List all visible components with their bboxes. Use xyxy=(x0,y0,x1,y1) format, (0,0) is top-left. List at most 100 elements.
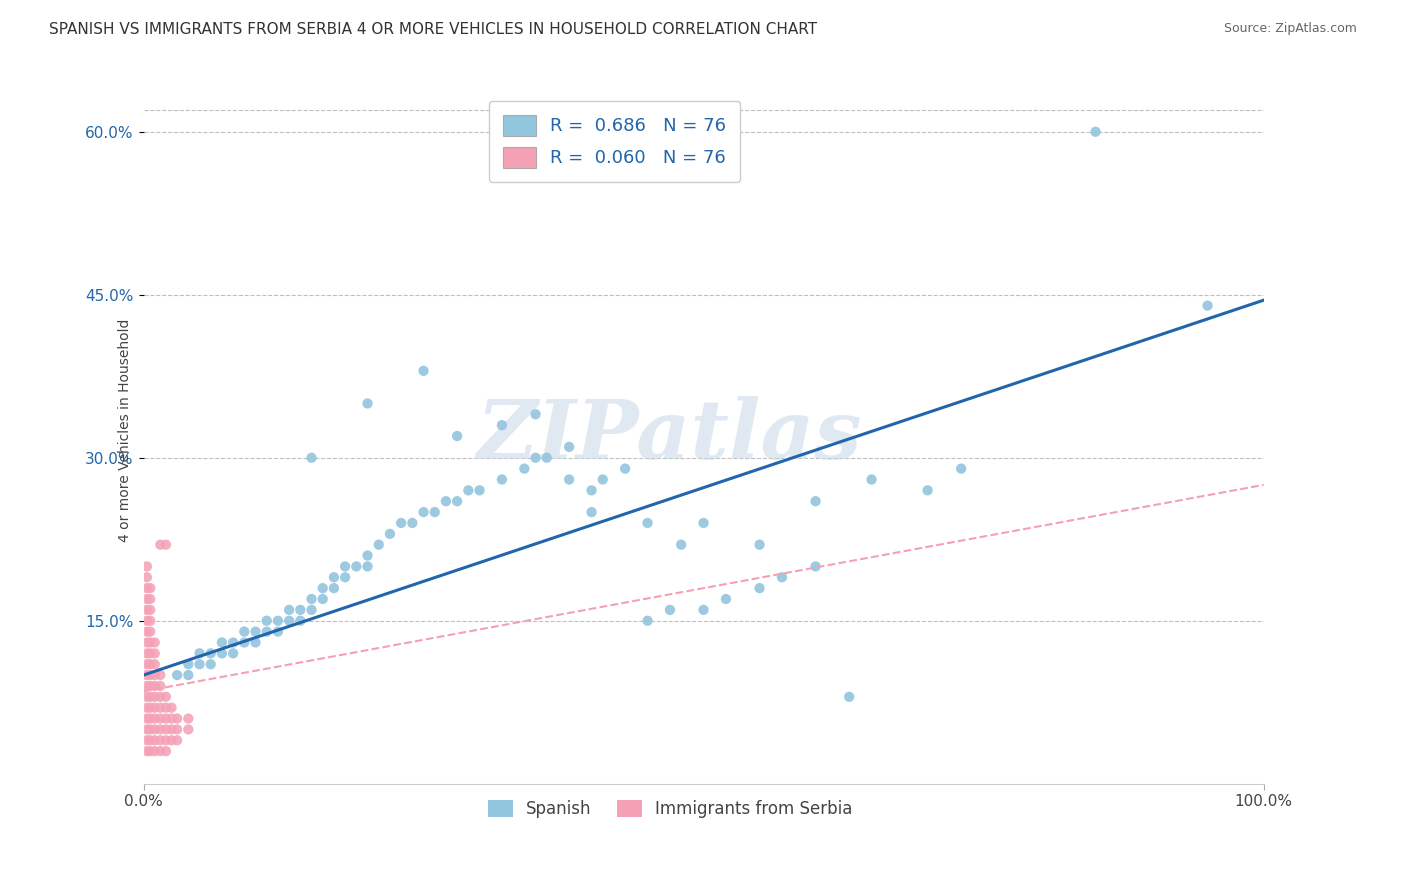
Point xyxy=(267,614,290,628)
Point xyxy=(160,723,183,737)
Point xyxy=(155,712,177,726)
Point xyxy=(135,679,157,693)
Point xyxy=(166,733,188,747)
Point xyxy=(200,657,222,672)
Point xyxy=(135,668,157,682)
Y-axis label: 4 or more Vehicles in Household: 4 or more Vehicles in Household xyxy=(118,319,132,542)
Point xyxy=(139,614,162,628)
Point xyxy=(637,516,659,530)
Point xyxy=(637,614,659,628)
Point xyxy=(256,614,278,628)
Point xyxy=(558,440,581,454)
Point xyxy=(658,603,681,617)
Point xyxy=(139,744,162,758)
Point xyxy=(245,635,267,649)
Point xyxy=(135,712,157,726)
Text: ZIPatlas: ZIPatlas xyxy=(477,396,863,476)
Point xyxy=(135,744,157,758)
Point xyxy=(245,624,267,639)
Point xyxy=(143,657,166,672)
Point xyxy=(135,646,157,660)
Point xyxy=(211,635,233,649)
Point xyxy=(135,624,157,639)
Point xyxy=(278,603,301,617)
Point xyxy=(149,668,172,682)
Point xyxy=(149,679,172,693)
Point xyxy=(135,614,157,628)
Point xyxy=(323,581,346,595)
Point xyxy=(301,450,323,465)
Point xyxy=(423,505,446,519)
Point xyxy=(714,592,737,607)
Point xyxy=(155,690,177,704)
Point xyxy=(524,450,547,465)
Point xyxy=(143,679,166,693)
Point xyxy=(378,526,401,541)
Point xyxy=(143,723,166,737)
Point xyxy=(838,690,860,704)
Point xyxy=(468,483,491,498)
Point xyxy=(139,603,162,617)
Point xyxy=(166,712,188,726)
Point xyxy=(256,624,278,639)
Point xyxy=(233,624,256,639)
Point xyxy=(434,494,457,508)
Point xyxy=(149,723,172,737)
Point xyxy=(312,581,335,595)
Point xyxy=(290,603,312,617)
Point xyxy=(143,646,166,660)
Point xyxy=(692,516,714,530)
Point xyxy=(135,723,157,737)
Point xyxy=(748,538,770,552)
Point xyxy=(222,635,245,649)
Point xyxy=(149,690,172,704)
Point xyxy=(139,646,162,660)
Point xyxy=(491,418,513,433)
Point xyxy=(301,603,323,617)
Point xyxy=(333,559,356,574)
Point xyxy=(139,723,162,737)
Point xyxy=(135,603,157,617)
Point xyxy=(149,538,172,552)
Point xyxy=(524,407,547,421)
Point xyxy=(446,429,468,443)
Point xyxy=(536,450,558,465)
Point xyxy=(513,461,536,475)
Point xyxy=(143,635,166,649)
Point xyxy=(211,646,233,660)
Point xyxy=(692,603,714,617)
Point xyxy=(155,744,177,758)
Point xyxy=(155,538,177,552)
Point xyxy=(356,396,378,410)
Point xyxy=(135,581,157,595)
Point xyxy=(135,690,157,704)
Point xyxy=(446,494,468,508)
Point xyxy=(804,494,827,508)
Point xyxy=(139,635,162,649)
Point xyxy=(135,635,157,649)
Point xyxy=(143,690,166,704)
Point xyxy=(177,723,200,737)
Point xyxy=(143,700,166,714)
Point xyxy=(558,473,581,487)
Point xyxy=(177,657,200,672)
Point xyxy=(139,624,162,639)
Point xyxy=(581,483,603,498)
Point xyxy=(139,657,162,672)
Point xyxy=(290,614,312,628)
Point xyxy=(592,473,614,487)
Point xyxy=(166,668,188,682)
Point xyxy=(166,723,188,737)
Point xyxy=(155,700,177,714)
Point xyxy=(1197,299,1219,313)
Point xyxy=(139,592,162,607)
Point xyxy=(160,733,183,747)
Point xyxy=(155,733,177,747)
Point xyxy=(200,646,222,660)
Point xyxy=(917,483,939,498)
Point xyxy=(135,592,157,607)
Point xyxy=(267,624,290,639)
Point xyxy=(135,657,157,672)
Point xyxy=(401,516,423,530)
Point xyxy=(323,570,346,584)
